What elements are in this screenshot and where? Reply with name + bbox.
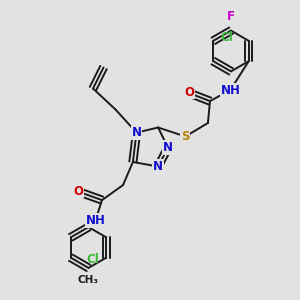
Text: O: O [74, 184, 84, 198]
Text: CH₃: CH₃ [78, 275, 99, 285]
Text: N: N [131, 126, 142, 139]
Text: N: N [153, 160, 163, 173]
Text: N: N [163, 141, 173, 154]
Text: Cl: Cl [87, 253, 100, 266]
Text: S: S [181, 130, 190, 143]
Text: NH: NH [85, 214, 105, 227]
Text: NH: NH [220, 83, 240, 97]
Text: O: O [184, 85, 194, 99]
Text: Cl: Cl [220, 31, 233, 44]
Text: F: F [227, 10, 235, 23]
